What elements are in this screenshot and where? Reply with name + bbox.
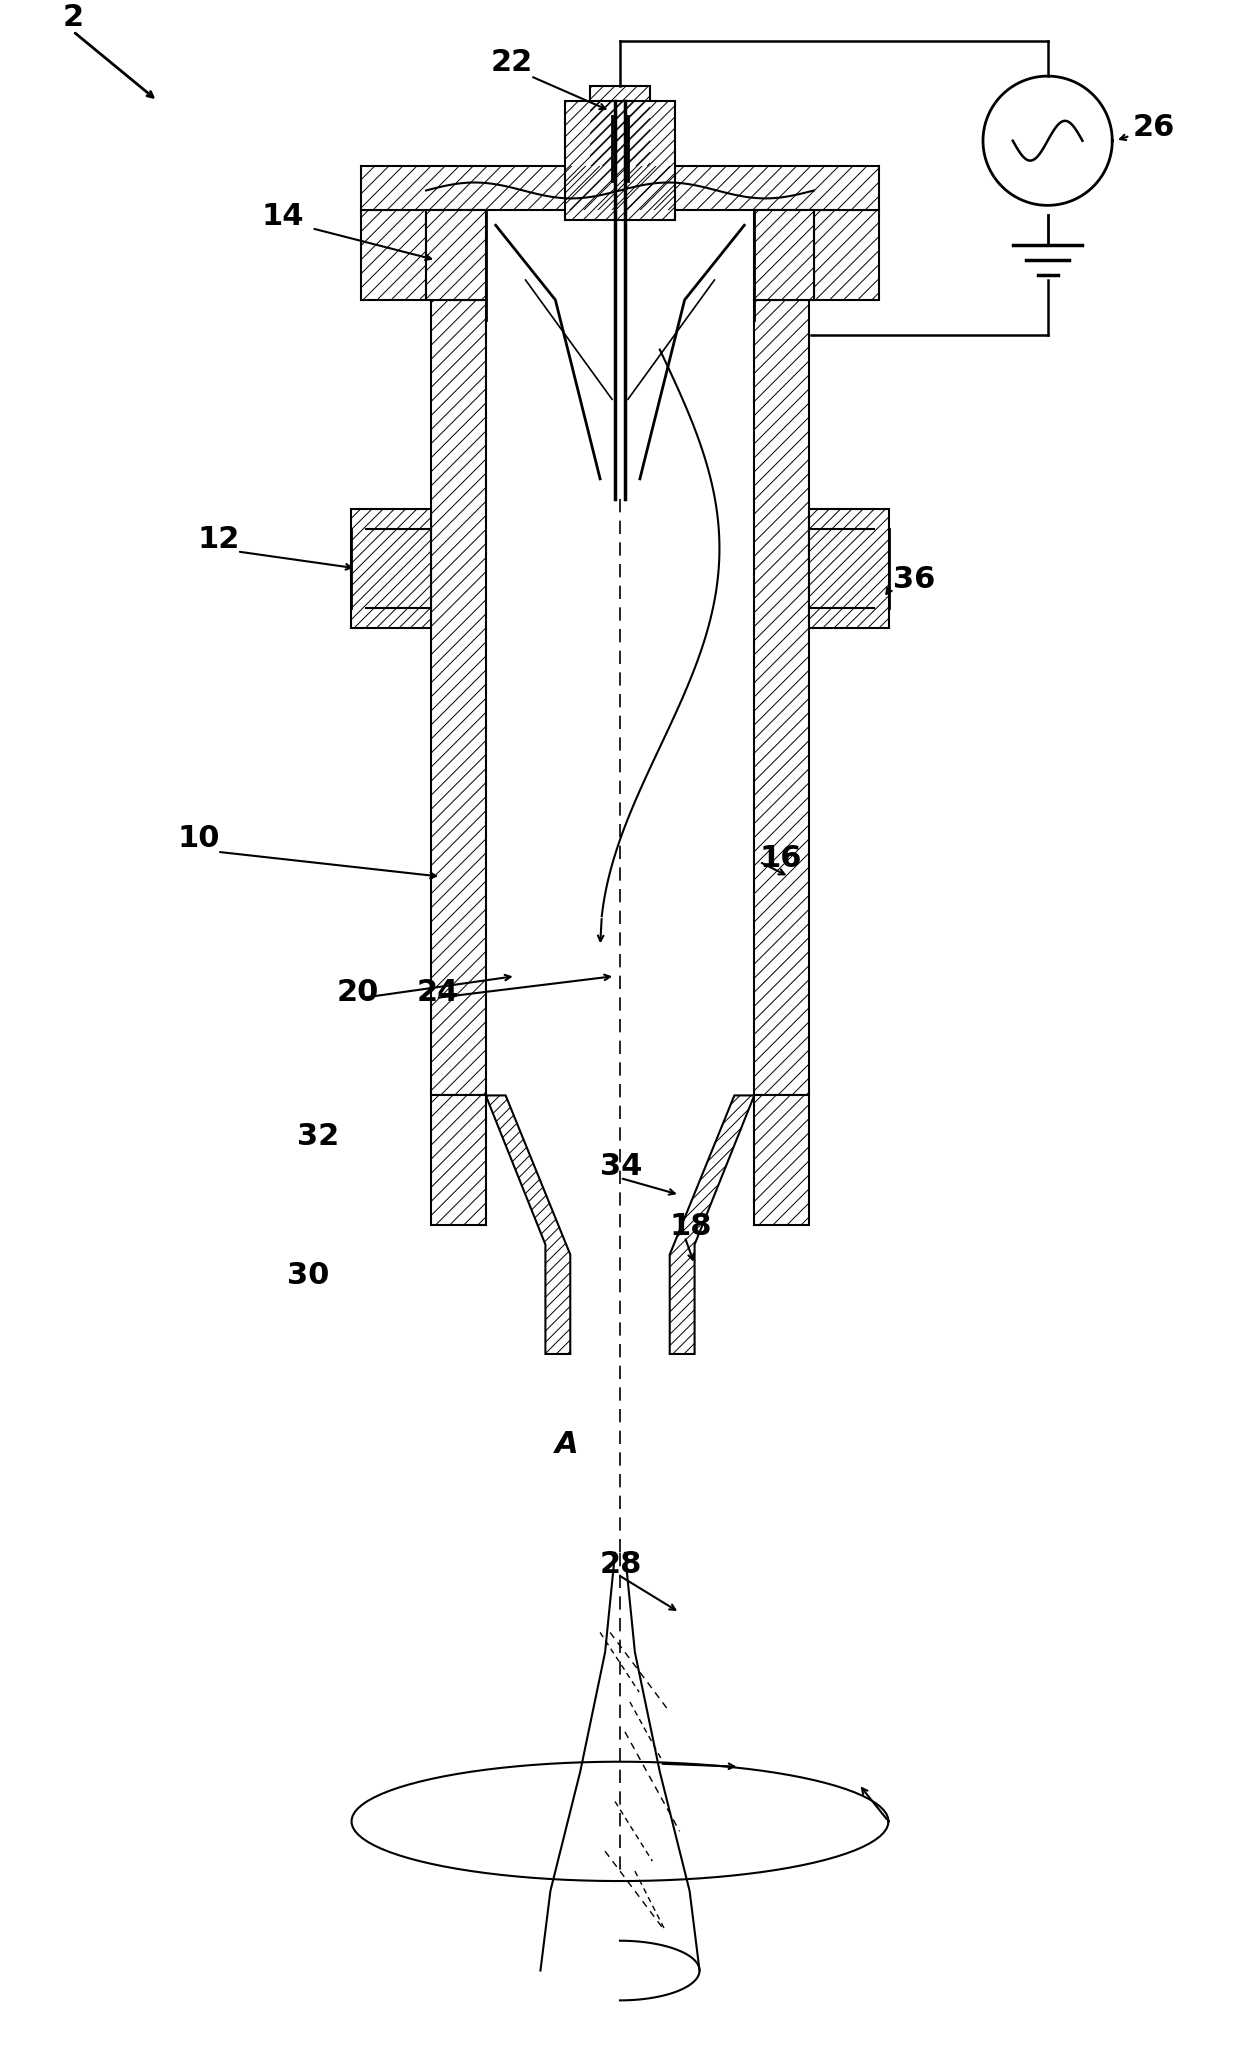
Polygon shape <box>670 1095 754 1354</box>
Text: 26: 26 <box>1132 112 1174 141</box>
Polygon shape <box>351 509 432 627</box>
Text: A: A <box>556 1430 579 1459</box>
Polygon shape <box>427 211 486 300</box>
Text: 2: 2 <box>63 4 84 33</box>
Polygon shape <box>754 300 808 1095</box>
Text: 24: 24 <box>417 977 459 1006</box>
Text: 14: 14 <box>262 203 305 232</box>
Polygon shape <box>813 211 879 300</box>
Polygon shape <box>565 101 675 219</box>
Text: 20: 20 <box>336 977 379 1006</box>
Polygon shape <box>361 211 427 300</box>
Text: 16: 16 <box>759 845 802 874</box>
Polygon shape <box>808 509 889 627</box>
Polygon shape <box>754 1095 808 1225</box>
Text: 32: 32 <box>296 1122 339 1151</box>
Polygon shape <box>486 1095 570 1354</box>
Polygon shape <box>754 211 813 300</box>
Text: 34: 34 <box>600 1153 642 1182</box>
Text: 30: 30 <box>286 1261 330 1290</box>
Polygon shape <box>361 166 879 211</box>
Polygon shape <box>432 300 486 1095</box>
Polygon shape <box>590 87 650 166</box>
Text: 22: 22 <box>491 48 533 77</box>
Text: 12: 12 <box>197 526 239 555</box>
Text: 10: 10 <box>177 824 219 853</box>
Text: 36: 36 <box>894 565 936 594</box>
Polygon shape <box>432 1095 486 1225</box>
Text: 18: 18 <box>670 1211 712 1240</box>
Text: 28: 28 <box>600 1550 642 1579</box>
